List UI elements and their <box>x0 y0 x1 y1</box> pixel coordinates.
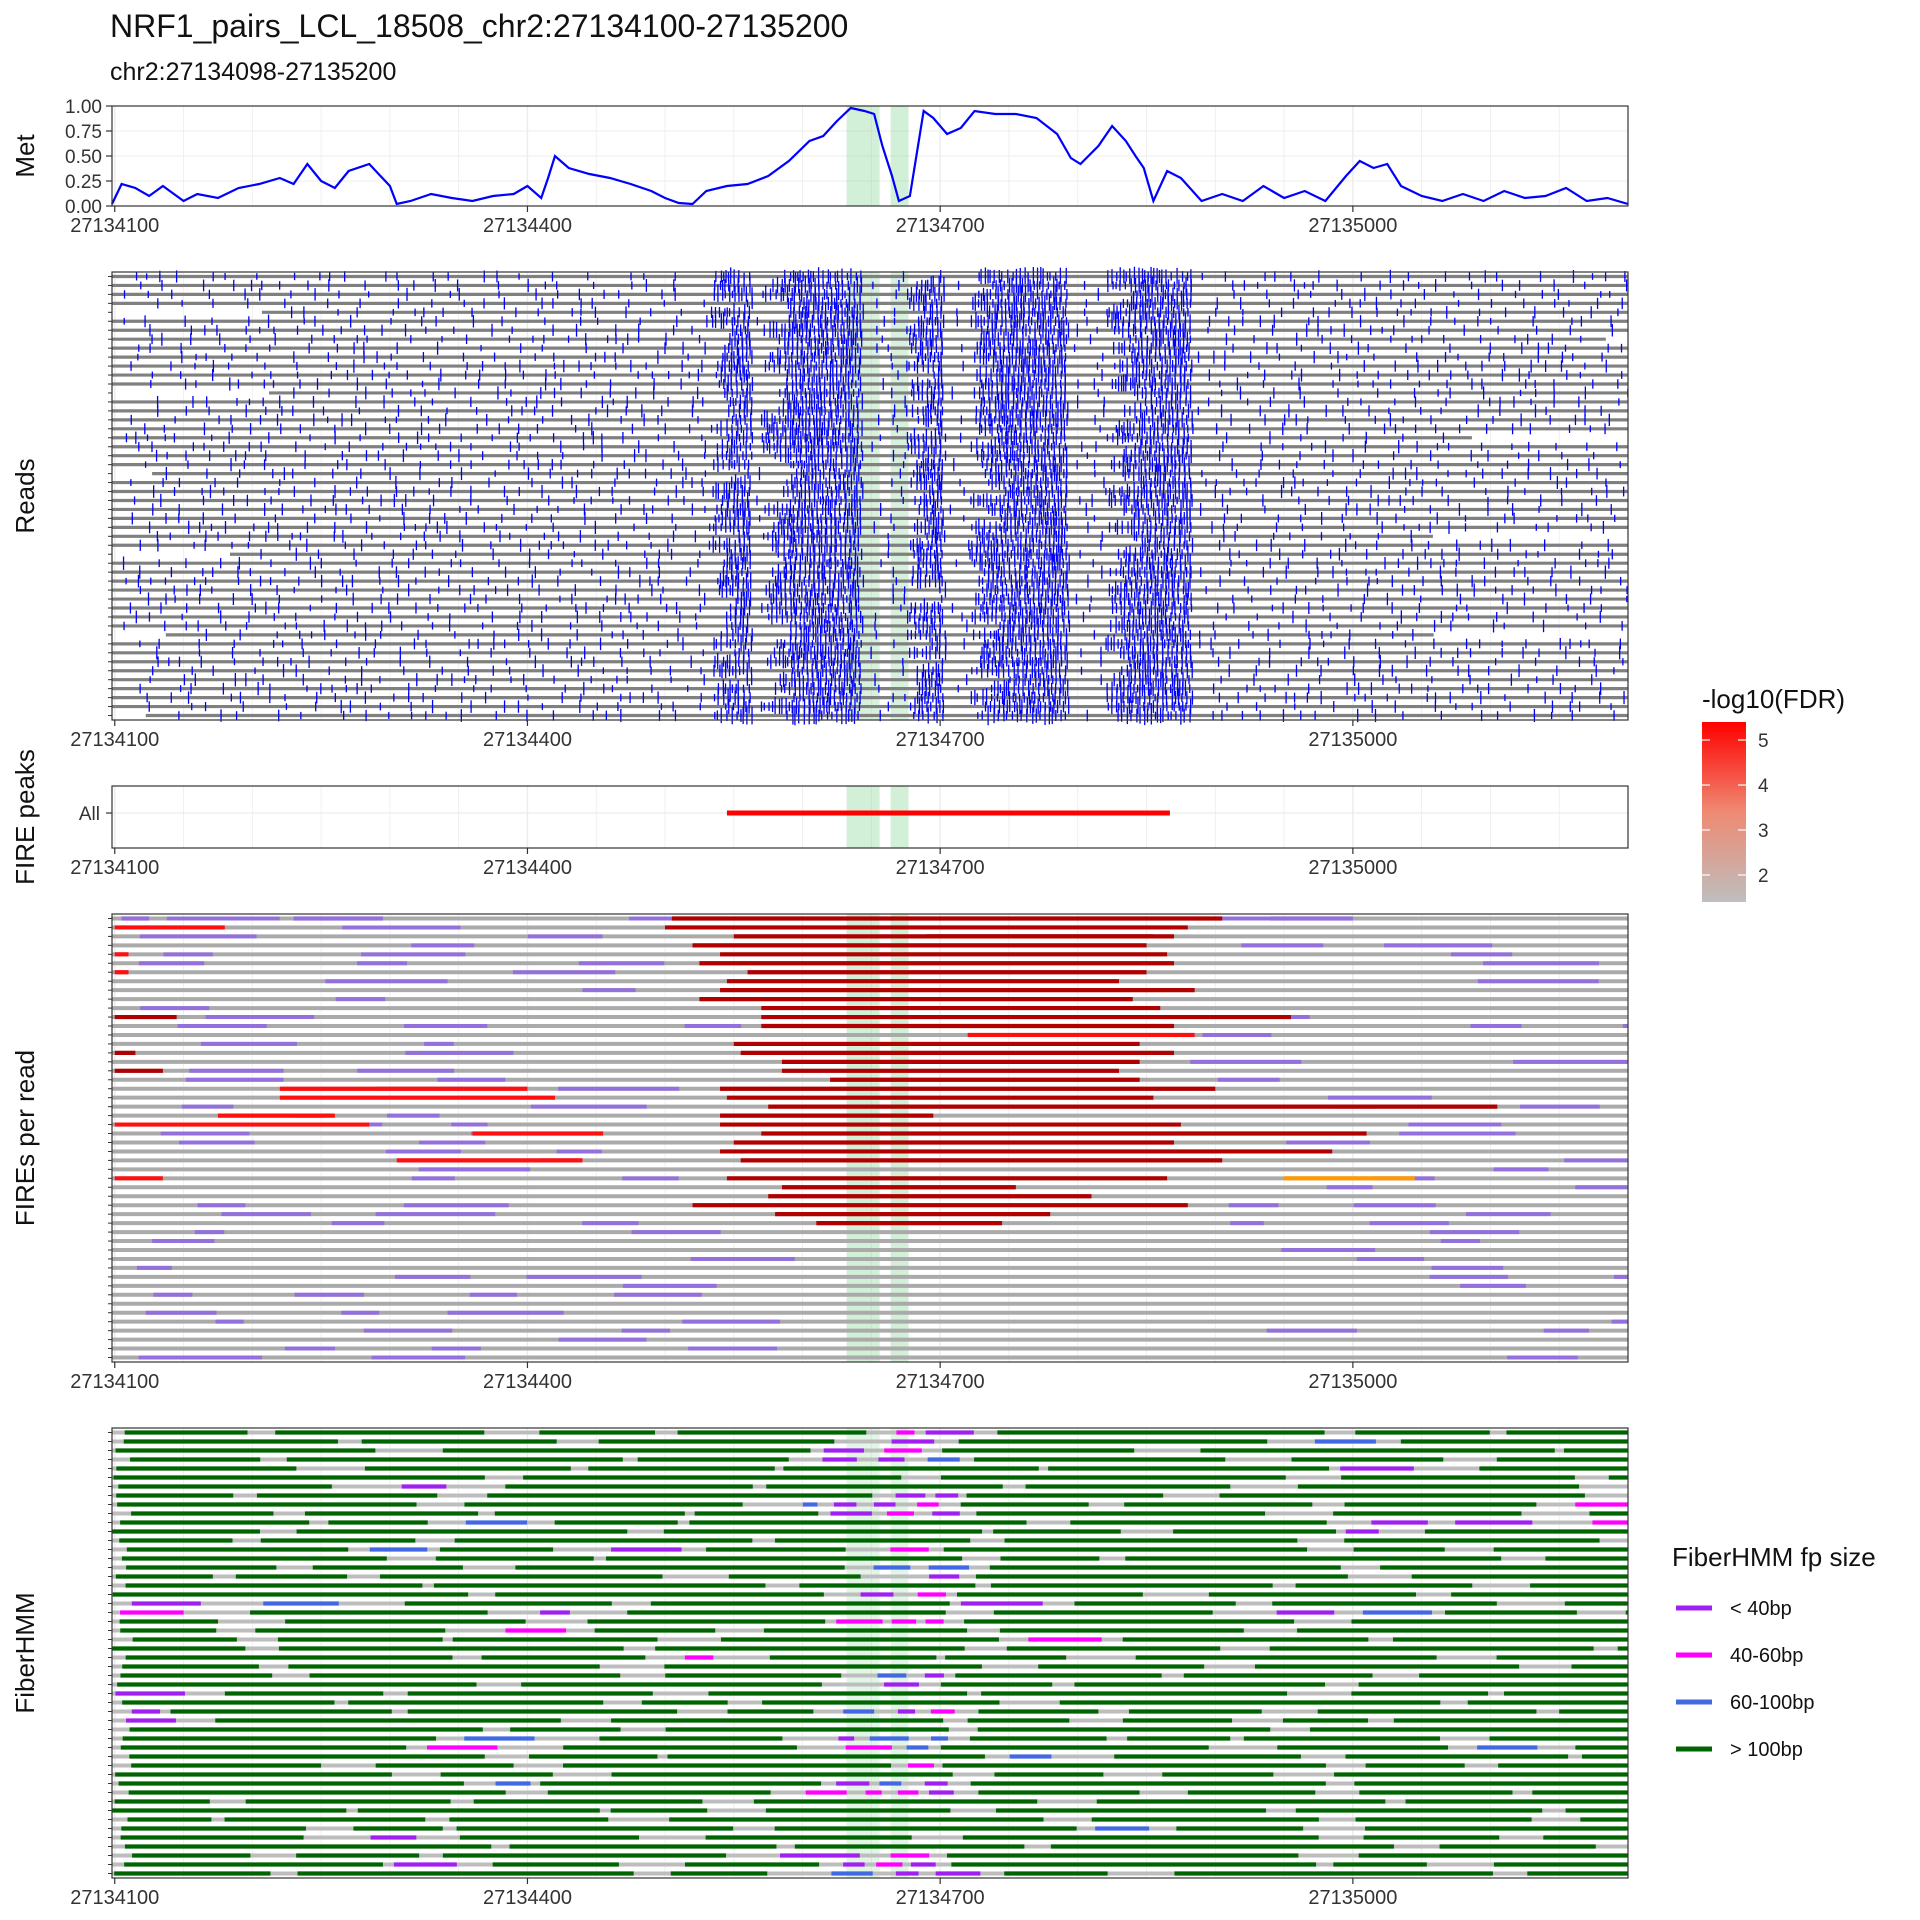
highlight-region <box>890 106 909 206</box>
highlight-region <box>846 786 880 848</box>
chart-title: NRF1_pairs_LCL_18508_chr2:27134100-27135… <box>110 8 849 44</box>
met-line <box>111 106 1629 206</box>
chart-subtitle: chr2:27134098-27135200 <box>110 58 397 86</box>
highlight-region <box>890 786 909 848</box>
highlight-region <box>846 106 880 206</box>
